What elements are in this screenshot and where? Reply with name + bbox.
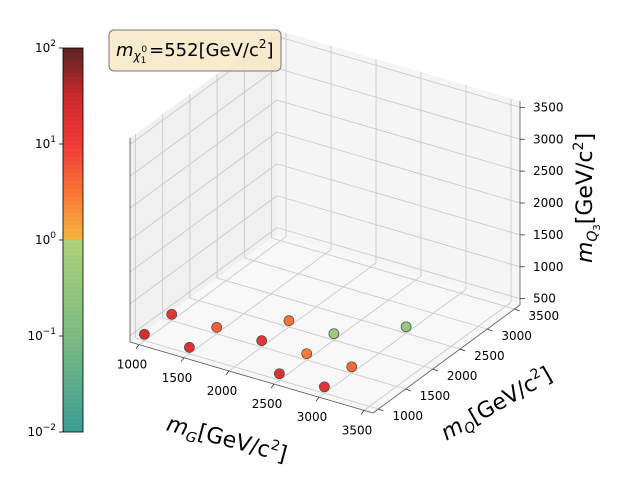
grid-line-y-floor <box>244 257 488 330</box>
z-tick-label: 3000 <box>533 132 564 146</box>
grid-line-z-back <box>276 163 521 236</box>
grid-line-z-left <box>129 67 278 177</box>
colorbar-tick-label: 100 <box>35 231 56 247</box>
floor-pane <box>130 234 520 413</box>
grid-line-z-back <box>276 195 521 268</box>
grid-line-y-floor <box>162 317 406 390</box>
data-point <box>256 335 268 346</box>
y-tick-label: 3000 <box>501 329 532 343</box>
colorbar-tick-label: 102 <box>35 39 56 55</box>
x-tick-mark <box>135 344 140 349</box>
data-points <box>139 308 412 393</box>
grid-line-z-back <box>276 67 521 140</box>
grid-line-y-floor <box>135 337 379 410</box>
colorbar-tick-label: 10−1 <box>27 327 56 343</box>
annotation-frame <box>108 29 282 72</box>
grid-line-y-floor <box>189 297 434 370</box>
data-point <box>328 328 340 340</box>
x-tick-label: 2500 <box>252 397 283 411</box>
x-tick-mark <box>315 396 320 402</box>
y-tick-mark <box>378 408 384 412</box>
y-tick-mark <box>459 348 466 352</box>
x-axis-title: mG[GeV/c2] <box>163 410 290 471</box>
x-axis-line <box>129 341 374 414</box>
z-tick-label: 2500 <box>533 164 564 178</box>
x-tick-mark <box>270 383 275 389</box>
grid-line-z-back <box>276 131 521 204</box>
x-tick-label: 1000 <box>117 358 148 372</box>
grid-line-x-floor <box>363 302 512 411</box>
grid-line-x-floor <box>273 275 422 385</box>
data-point <box>139 328 150 340</box>
grid-line-x-floor <box>138 236 287 345</box>
grid-line-z-back <box>276 35 521 108</box>
x-tick-label: 2000 <box>207 384 238 398</box>
x-tick-mark <box>225 370 230 376</box>
x-tick-label: 1500 <box>162 371 193 385</box>
grid-lines <box>129 32 521 411</box>
grid-line-z-back <box>276 227 521 300</box>
data-point <box>346 361 358 373</box>
colorbar: 10−2 10−1 100 101 102 <box>27 39 84 439</box>
y-tick-label: 3500 <box>529 309 560 323</box>
z-tick-label: 1500 <box>533 228 564 242</box>
data-point <box>283 315 295 326</box>
grid-line-x-floor <box>183 249 332 359</box>
grid-line-y-floor <box>271 237 515 310</box>
data-point <box>184 342 195 353</box>
data-point <box>166 308 178 320</box>
axis-panes <box>130 30 520 413</box>
y-axis-line <box>372 304 521 414</box>
grid-line-z-left <box>129 131 278 241</box>
y-tick-mark <box>432 368 439 372</box>
grid-line-x-floor <box>228 262 377 372</box>
annotation-text: mχ10 =552[GeV/c2] <box>116 37 274 66</box>
grid-line-z-left <box>129 163 278 273</box>
tick-labels: 1000 1500 2000 2500 3000 3500 1000 1500 2000 2500… <box>117 100 564 437</box>
annotation-box: mχ10 =552[GeV/c2] <box>108 29 282 72</box>
grid-line-z-left <box>129 195 278 305</box>
grid-line-z-left <box>129 99 278 209</box>
y-tick-label: 1500 <box>420 389 451 403</box>
y-tick-label: 2000 <box>447 369 478 383</box>
colorbar-tick-label: 101 <box>35 135 56 151</box>
x-tick-mark <box>180 357 185 363</box>
y-tick-label: 2500 <box>474 349 505 363</box>
y-tick-mark <box>405 388 411 392</box>
x-tick-label: 3000 <box>297 410 328 424</box>
grid-line-x-floor <box>318 288 467 398</box>
z-tick-label: 2000 <box>533 196 564 210</box>
z-tick-label: 3500 <box>533 100 564 114</box>
y-tick-mark <box>487 328 493 332</box>
colorbar-fill <box>63 48 83 432</box>
z-tick-label: 500 <box>533 292 556 306</box>
data-point <box>319 381 330 393</box>
x-tick-mark <box>360 410 365 415</box>
data-point <box>400 321 412 333</box>
x-tick-label: 3500 <box>342 423 373 437</box>
grid-line-z-back <box>276 99 521 172</box>
grid-line-z-left <box>129 227 278 336</box>
data-point <box>274 368 285 380</box>
z-tick-label: 1000 <box>533 260 564 274</box>
colorbar-tick-label: 10−2 <box>27 423 56 439</box>
data-point <box>211 322 223 333</box>
grid-line-y-floor <box>216 277 461 350</box>
y-tick-mark <box>514 308 520 312</box>
data-point <box>301 348 313 360</box>
y-tick-label: 1000 <box>392 409 423 423</box>
z-axis-title: mQ3[GeV/c2] <box>571 133 603 263</box>
